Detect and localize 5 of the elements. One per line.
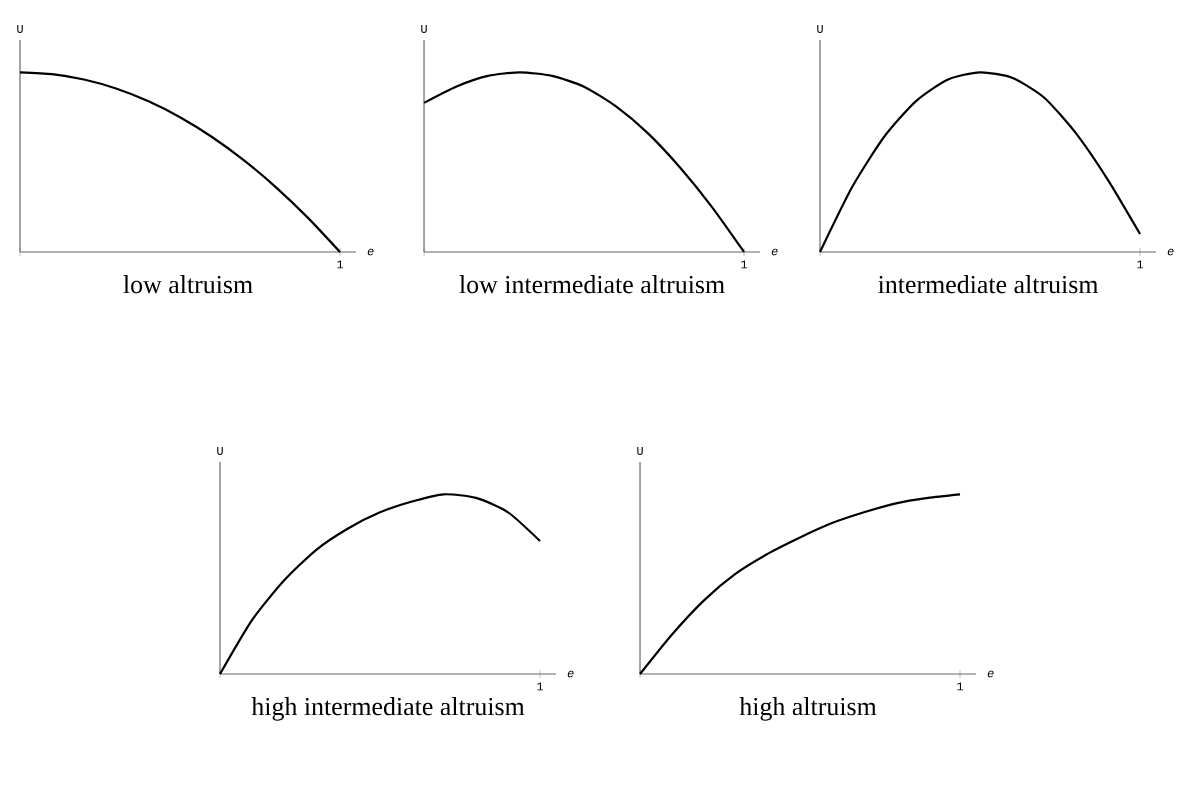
text: high altruism — [739, 697, 877, 721]
text: high intermediate altruism — [251, 697, 525, 721]
text: low altruism — [123, 275, 253, 294]
text: intermediate altruism — [878, 275, 1099, 294]
text: low intermediate altruism — [459, 275, 725, 294]
